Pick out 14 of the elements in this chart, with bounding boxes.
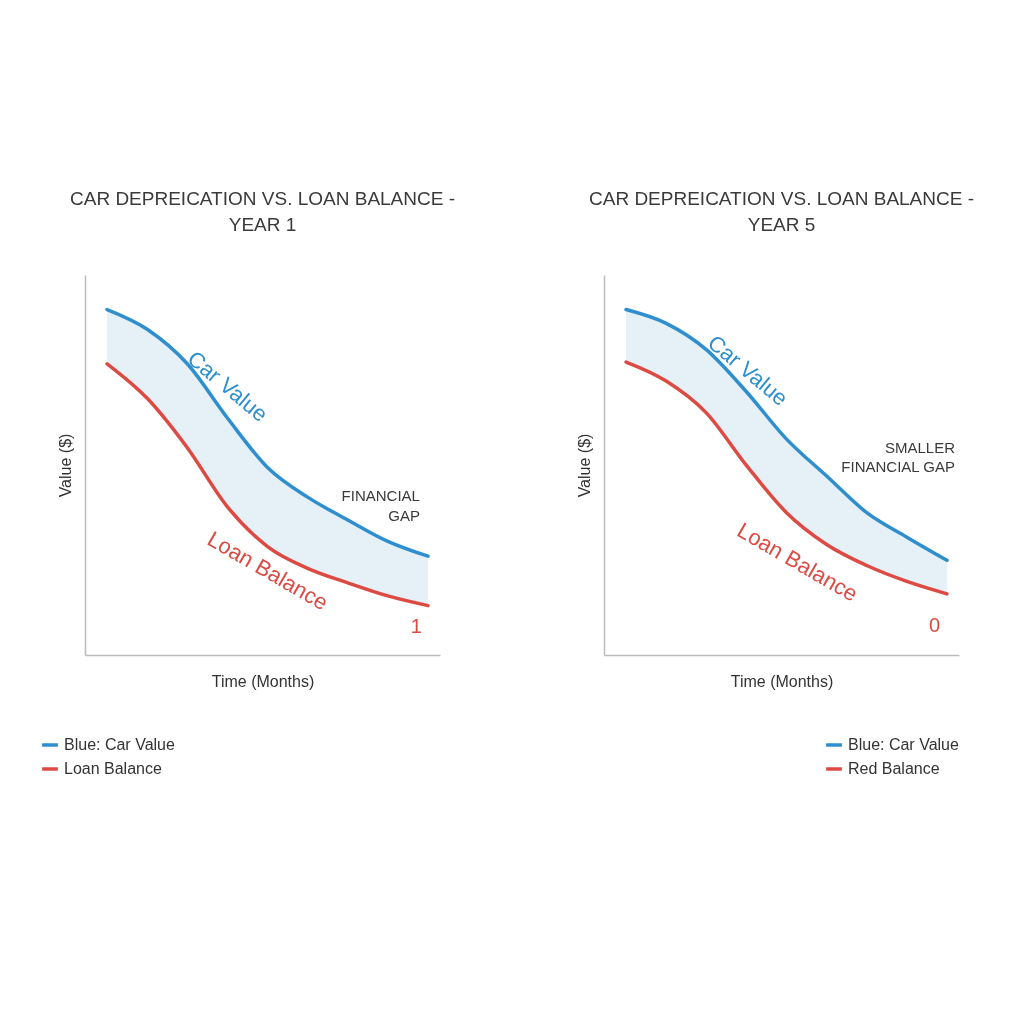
y-axis-title: Value ($) <box>575 433 593 498</box>
x-axis-title: Time (Months) <box>730 672 834 690</box>
chart-title: CAR DEPREICATION VS. LOAN BALANCE - YEAR 1 <box>69 188 456 235</box>
x-axis-title: Time (Months) <box>211 672 315 690</box>
y-axis-title: Value ($) <box>56 433 74 498</box>
legend-label: Blue: Car Value <box>64 736 175 753</box>
legend-label: Blue: Car Value <box>848 736 959 753</box>
annotation: 0 <box>929 613 941 636</box>
legend-label: Loan Balance <box>64 760 162 777</box>
annotation: FINANCIAL GAP <box>341 487 420 524</box>
annotation: 1 <box>410 615 422 638</box>
chart-title: CAR DEPREICATION VS. LOAN BALANCE - YEAR 5 <box>588 188 975 235</box>
annotation: SMALLER FINANCIAL GAP <box>841 438 956 476</box>
legend-label: Red Balance <box>848 760 940 777</box>
